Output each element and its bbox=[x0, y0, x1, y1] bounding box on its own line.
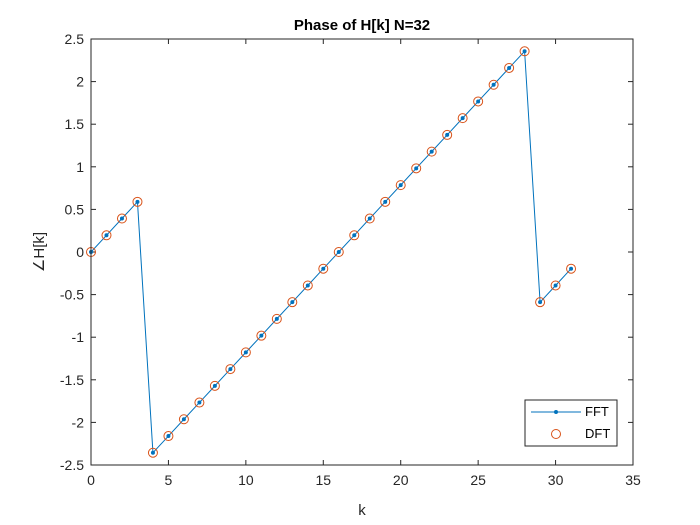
x-tick-label: 15 bbox=[315, 472, 331, 488]
dft-point bbox=[163, 431, 174, 442]
dft-point bbox=[380, 196, 391, 207]
y-tick-label: 0.5 bbox=[65, 201, 85, 217]
dft-point bbox=[287, 297, 298, 308]
fft-point bbox=[181, 417, 186, 422]
plot-border bbox=[90, 38, 634, 466]
fft-series-line bbox=[90, 50, 572, 454]
y-axis-label: ∠H[k] bbox=[31, 232, 48, 272]
y-tick-label: -0.5 bbox=[60, 287, 84, 303]
fft-point bbox=[569, 266, 574, 271]
dft-point bbox=[116, 213, 127, 224]
y-tick-label: -2.5 bbox=[60, 457, 84, 473]
dft-point bbox=[178, 414, 189, 425]
fft-point bbox=[429, 149, 434, 154]
fft-point bbox=[150, 450, 155, 455]
dft-point bbox=[411, 163, 422, 174]
fft-point bbox=[367, 216, 372, 221]
fft-point bbox=[491, 82, 496, 87]
dft-point bbox=[364, 213, 375, 224]
y-tick-label: -1.5 bbox=[60, 372, 84, 388]
dft-point bbox=[442, 129, 453, 140]
x-tick-label: 20 bbox=[393, 472, 409, 488]
legend-box bbox=[524, 399, 618, 447]
dft-point bbox=[225, 364, 236, 375]
dft-point bbox=[147, 447, 158, 458]
dft-point bbox=[504, 62, 515, 73]
legend-fft-marker bbox=[554, 410, 558, 414]
fft-point bbox=[445, 132, 450, 137]
fft-point bbox=[290, 300, 295, 305]
fft-point bbox=[553, 283, 558, 288]
fft-point bbox=[538, 300, 543, 305]
fft-point bbox=[507, 65, 512, 70]
x-axis-label: k bbox=[358, 502, 366, 519]
x-tick-label: 25 bbox=[470, 472, 486, 488]
dft-point bbox=[302, 280, 313, 291]
legend-fft-label: FFT bbox=[585, 404, 609, 419]
dft-point bbox=[318, 263, 329, 274]
dft-point bbox=[194, 397, 205, 408]
dft-point bbox=[271, 313, 282, 324]
plot-area bbox=[91, 39, 633, 465]
dft-point bbox=[132, 196, 143, 207]
fft-point bbox=[522, 49, 527, 54]
fft-point bbox=[321, 266, 326, 271]
fft-point bbox=[460, 116, 465, 121]
dft-point bbox=[101, 230, 112, 241]
fft-point bbox=[398, 183, 403, 188]
fft-point bbox=[104, 233, 109, 238]
x-tick-label: 35 bbox=[625, 472, 641, 488]
legend-dft-label: DFT bbox=[585, 426, 610, 441]
fft-point bbox=[166, 434, 171, 439]
x-tick-label: 10 bbox=[238, 472, 254, 488]
dft-point bbox=[519, 46, 530, 57]
dft-point bbox=[488, 79, 499, 90]
y-tick-label: 0 bbox=[76, 244, 84, 260]
fft-point bbox=[383, 199, 388, 204]
dft-point bbox=[240, 347, 251, 358]
fft-point bbox=[414, 166, 419, 171]
fft-point bbox=[274, 316, 279, 321]
fft-point bbox=[336, 250, 341, 254]
tick-labels: 0 5 10 15 20 25 30 35 -2.5 -2 -1.5 -1 -0.5 0 0.5 1 1.5 2 2… bbox=[60, 31, 641, 488]
y-tick-label: -1 bbox=[72, 329, 85, 345]
fft-point bbox=[259, 333, 264, 338]
x-tick-label: 5 bbox=[165, 472, 173, 488]
fft-point bbox=[476, 99, 481, 104]
dft-point bbox=[550, 280, 561, 291]
fft-point bbox=[305, 283, 310, 288]
fft-point bbox=[197, 400, 202, 405]
y-tick-label: 2 bbox=[76, 74, 84, 90]
y-tick-label: 1.5 bbox=[65, 116, 85, 132]
legend-dft-marker bbox=[551, 429, 561, 439]
legend: FFT DFT bbox=[524, 399, 618, 447]
dft-point bbox=[426, 146, 437, 157]
fft-point bbox=[212, 383, 217, 388]
dft-point bbox=[349, 230, 360, 241]
chart-title: Phase of H[k] N=32 bbox=[294, 17, 430, 34]
fft-point bbox=[135, 199, 140, 204]
fft-point bbox=[228, 367, 233, 372]
dft-point bbox=[209, 380, 220, 391]
x-tick-label: 0 bbox=[87, 472, 95, 488]
dft-point bbox=[395, 180, 406, 191]
fft-point bbox=[119, 216, 124, 221]
fft-point bbox=[243, 350, 248, 355]
y-tick-label: 1 bbox=[76, 159, 84, 175]
series-layer bbox=[86, 46, 577, 458]
y-tick-label: -2 bbox=[72, 414, 85, 430]
y-tick-label: 2.5 bbox=[65, 31, 85, 47]
dft-point bbox=[333, 247, 344, 257]
dft-point bbox=[566, 263, 577, 274]
x-tick-label: 30 bbox=[548, 472, 564, 488]
fft-point bbox=[352, 233, 357, 238]
dft-point bbox=[535, 297, 546, 308]
dft-point bbox=[457, 113, 468, 124]
dft-point bbox=[473, 96, 484, 107]
dft-point bbox=[256, 330, 267, 341]
